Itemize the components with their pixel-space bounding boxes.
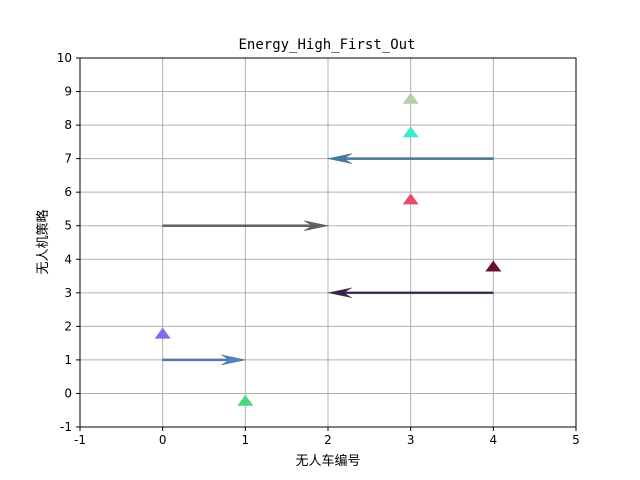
y-axis-ticks: -1 0 1 2 3 4 5 6 7 8 9 10 xyxy=(57,51,80,434)
triangle-marker xyxy=(402,193,419,205)
chart-title: Energy_High_First_Out xyxy=(238,37,415,53)
x-tick-label: 3 xyxy=(407,433,415,447)
quiver-arrow xyxy=(162,220,329,231)
triangle-marker xyxy=(402,92,419,104)
x-axis-label: 无人车编号 xyxy=(295,453,360,469)
triangle-marker xyxy=(402,126,419,138)
y-tick-label: 1 xyxy=(64,353,72,367)
x-tick-label: 5 xyxy=(572,433,580,447)
y-tick-label: 3 xyxy=(64,286,72,300)
y-tick-label: 10 xyxy=(57,51,72,65)
y-tick-label: 9 xyxy=(64,85,72,99)
y-tick-label: 5 xyxy=(64,219,72,233)
x-axis-ticks: -1 0 1 2 3 4 5 xyxy=(74,427,580,447)
y-axis-label: 无人机策略 xyxy=(35,209,51,274)
triangle-marker xyxy=(154,327,171,339)
y-tick-label: 6 xyxy=(64,185,72,199)
y-tick-label: 2 xyxy=(64,319,72,333)
y-tick-label: 8 xyxy=(64,118,72,132)
y-tick-label: 4 xyxy=(64,252,72,266)
quiver-arrow xyxy=(327,287,494,298)
quiver-arrow xyxy=(327,153,494,164)
triangle-marker xyxy=(485,260,502,272)
y-tick-label: 0 xyxy=(64,386,72,400)
x-tick-label: 0 xyxy=(159,433,167,447)
x-tick-label: -1 xyxy=(74,433,86,447)
quiver-arrow xyxy=(162,354,246,366)
y-tick-label: 7 xyxy=(64,152,72,166)
x-tick-label: 1 xyxy=(242,433,250,447)
chart-marks xyxy=(154,92,502,406)
x-tick-label: 2 xyxy=(324,433,332,447)
grid xyxy=(79,57,577,428)
y-tick-label: -1 xyxy=(60,420,72,434)
triangle-marker xyxy=(237,394,254,406)
x-tick-label: 4 xyxy=(490,433,498,447)
